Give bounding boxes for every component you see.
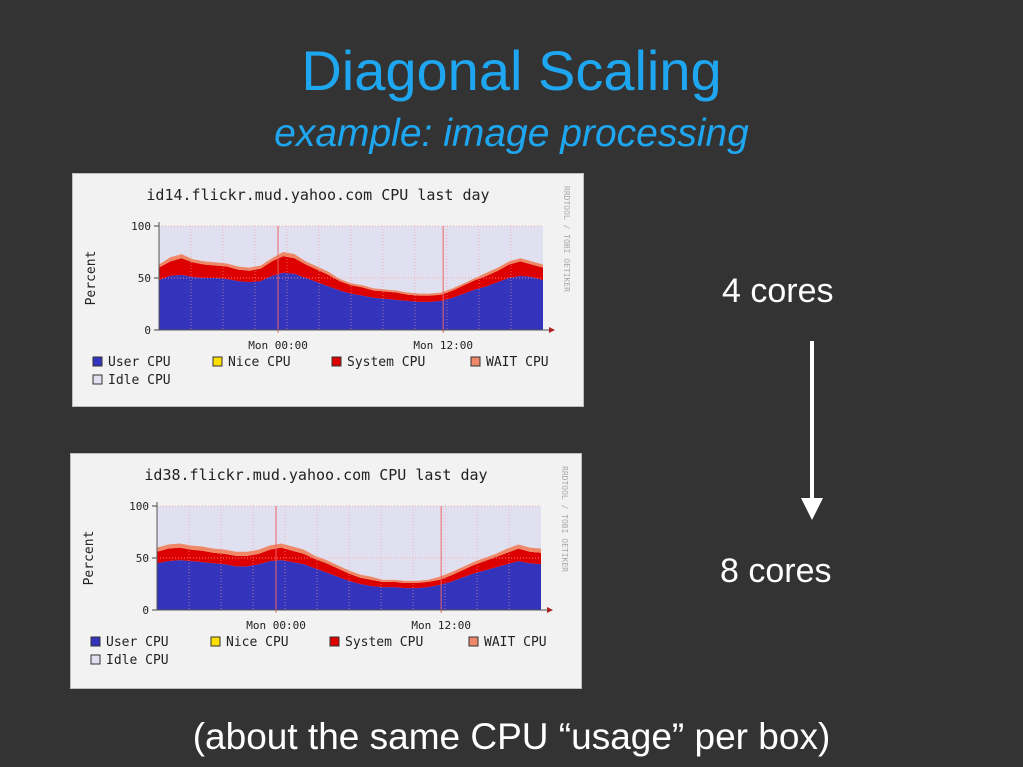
legend-swatch [90, 636, 101, 647]
legend-label: WAIT CPU [484, 635, 547, 650]
chart-title: id38.flickr.mud.yahoo.com CPU last day [144, 466, 487, 484]
cores-label-top: 4 cores [722, 272, 834, 310]
x-tick-label: Mon 12:00 [411, 619, 471, 632]
y-tick-label: 50 [136, 552, 149, 565]
legend-swatch [92, 374, 103, 385]
series-area-wait-cpu [157, 543, 541, 583]
down-arrow-icon [801, 341, 823, 520]
legend-label: Nice CPU [228, 355, 291, 370]
y-tick-label: 0 [142, 604, 149, 617]
legend-swatch [212, 356, 223, 367]
y-axis-label: Percent [84, 251, 99, 306]
x-axis-arrow [549, 327, 555, 333]
chart-svg-2: id38.flickr.mud.yahoo.com CPU last day RR… [82, 466, 569, 668]
footer-note: (about the same CPU “usage” per box) [192, 716, 831, 757]
rrdtool-watermark: RRDTOOL / TOBI OETIKER [560, 466, 569, 572]
legend-label: WAIT CPU [486, 355, 549, 370]
cpu-graph-8-cores: id38.flickr.mud.yahoo.com CPU last day RR… [70, 453, 582, 689]
y-tick-label: 0 [144, 324, 151, 337]
legend-label: System CPU [345, 635, 423, 650]
legend-swatch [331, 356, 342, 367]
y-axis-label: Percent [82, 531, 97, 586]
y-tick-label: 100 [131, 220, 151, 233]
y-tick-label: 100 [129, 500, 149, 513]
chart-svg-1: id14.flickr.mud.yahoo.com CPU last day RR… [84, 186, 571, 388]
chart-title: id14.flickr.mud.yahoo.com CPU last day [146, 186, 489, 204]
slide-title: Diagonal Scaling [301, 39, 722, 102]
legend-label: Idle CPU [108, 373, 171, 388]
slide-subtitle: example: image processing [274, 112, 749, 155]
legend-swatch [329, 636, 340, 647]
legend-swatch [470, 356, 481, 367]
cpu-graph-4-cores: id14.flickr.mud.yahoo.com CPU last day RR… [72, 173, 584, 407]
y-tick-label: 50 [138, 272, 151, 285]
legend-swatch [90, 654, 101, 665]
rrdtool-watermark: RRDTOOL / TOBI OETIKER [562, 186, 571, 292]
x-tick-label: Mon 12:00 [413, 339, 473, 352]
legend-label: User CPU [108, 355, 171, 370]
legend-label: Nice CPU [226, 635, 289, 650]
x-axis-arrow [547, 607, 553, 613]
x-tick-label: Mon 00:00 [246, 619, 306, 632]
legend-swatch [210, 636, 221, 647]
legend-label: System CPU [347, 355, 425, 370]
legend-label: Idle CPU [106, 653, 169, 668]
cores-label-bottom: 8 cores [720, 552, 832, 590]
legend-swatch [468, 636, 479, 647]
legend-label: User CPU [106, 635, 169, 650]
x-tick-label: Mon 00:00 [248, 339, 308, 352]
legend-swatch [92, 356, 103, 367]
